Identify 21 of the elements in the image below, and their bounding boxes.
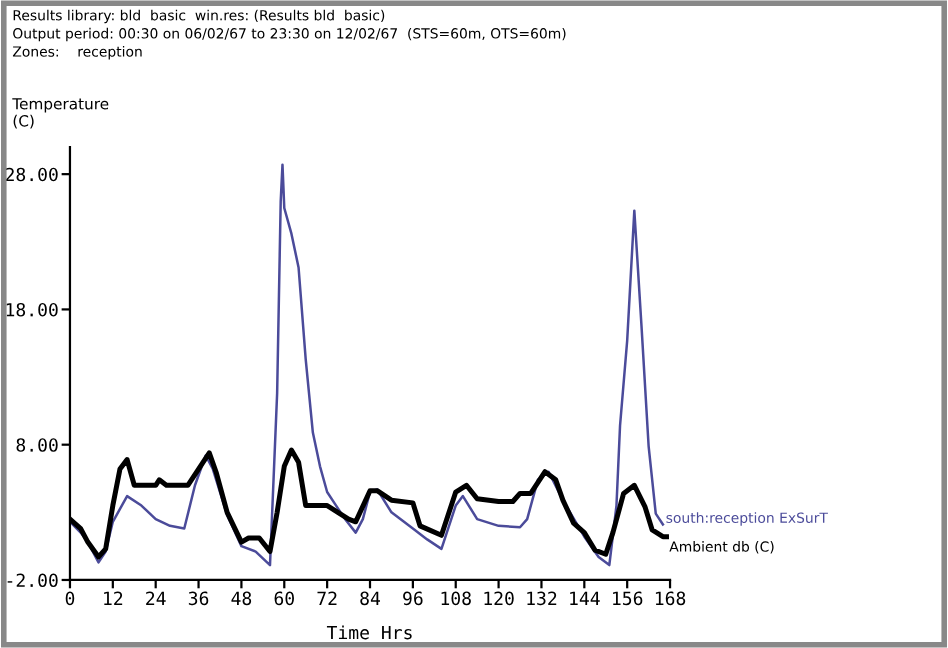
x-tick-label: 156 <box>613 591 643 606</box>
x-tick-label: 144 <box>570 591 600 605</box>
x-tick-label: 12 <box>104 591 123 605</box>
x-tick-label: 132 <box>527 591 557 606</box>
x-tick-label: 108 <box>441 591 471 606</box>
y-tick-label: 18.00 <box>6 302 58 317</box>
x-tick-label: 24 <box>146 591 166 605</box>
y-tick-label: -2.00 <box>7 573 58 588</box>
x-tick-label: 36 <box>188 591 209 606</box>
x-tick-label: 96 <box>403 591 423 606</box>
y-tick-label: 8.00 <box>16 438 58 452</box>
x-tick-label: 0 <box>65 591 75 606</box>
x-tick-label: 72 <box>317 591 337 605</box>
x-tick-label: 84 <box>360 591 381 606</box>
line-series <box>69 163 665 567</box>
x-tick-label: 168 <box>655 591 686 606</box>
x-axis-title: Time Hrs <box>326 625 412 640</box>
x-tick-label: 60 <box>274 591 294 606</box>
x-tick-label: 48 <box>231 591 252 606</box>
y-tick-label: 28.00 <box>5 167 58 182</box>
x-tick-label: 120 <box>484 591 514 606</box>
